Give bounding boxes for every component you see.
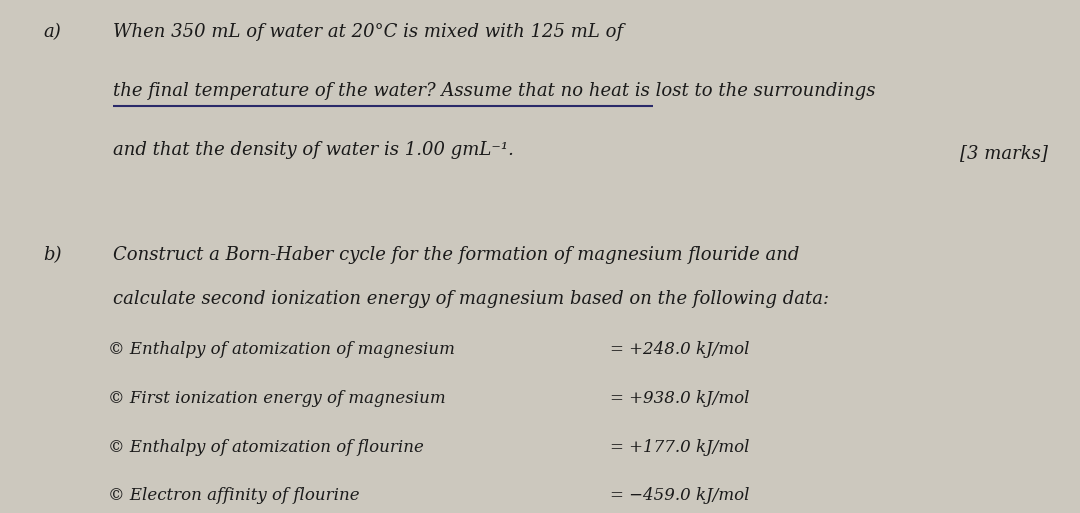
Text: © Electron affinity of flourine: © Electron affinity of flourine [108, 487, 360, 504]
Text: a): a) [43, 23, 60, 41]
Text: © Enthalpy of atomization of magnesium: © Enthalpy of atomization of magnesium [108, 341, 455, 358]
Text: and that the density of water is 1.00 gmL⁻¹.: and that the density of water is 1.00 gm… [113, 141, 514, 159]
Text: calculate second ionization energy of magnesium based on the following data:: calculate second ionization energy of ma… [113, 290, 829, 308]
Text: the final temperature of the water? Assume that no heat is lost to the surroundi: the final temperature of the water? Assu… [113, 82, 876, 100]
Text: [3 marks]: [3 marks] [960, 144, 1048, 162]
Text: = −459.0 kJ/mol: = −459.0 kJ/mol [610, 487, 750, 504]
Text: © Enthalpy of atomization of flourine: © Enthalpy of atomization of flourine [108, 439, 423, 456]
Text: © First ionization energy of magnesium: © First ionization energy of magnesium [108, 390, 446, 407]
Text: = +177.0 kJ/mol: = +177.0 kJ/mol [610, 439, 750, 456]
Text: = +938.0 kJ/mol: = +938.0 kJ/mol [610, 390, 750, 407]
Text: When 350 mL of water at 20°C is mixed with 125 mL of: When 350 mL of water at 20°C is mixed wi… [113, 23, 623, 41]
Text: = +248.0 kJ/mol: = +248.0 kJ/mol [610, 341, 750, 358]
Text: Construct a Born-Haber cycle for the formation of magnesium flouride and: Construct a Born-Haber cycle for the for… [113, 246, 800, 264]
Text: b): b) [43, 246, 62, 264]
